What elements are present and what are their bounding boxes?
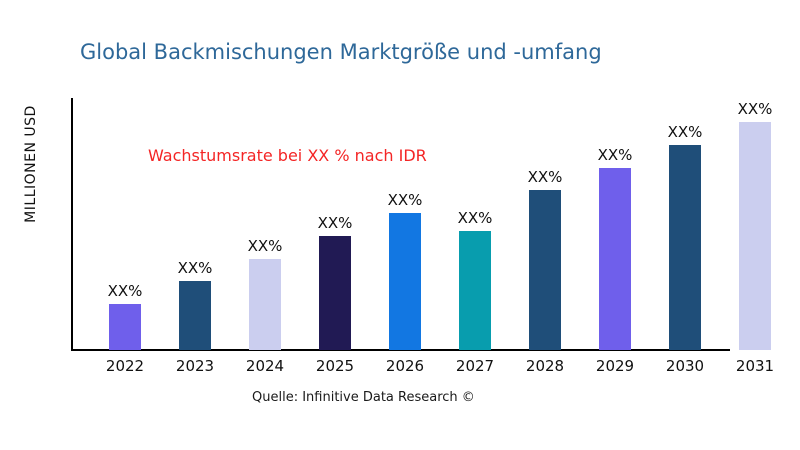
bar-2023	[179, 281, 211, 350]
bar-value-label-2025: XX%	[317, 214, 353, 232]
bar-value-label-2023: XX%	[177, 259, 213, 277]
x-tick-2026: 2026	[385, 357, 425, 375]
bar-value-label-2024: XX%	[247, 237, 283, 255]
bar-2024	[249, 259, 281, 350]
bar-value-label-2029: XX%	[597, 146, 633, 164]
bar-value-label-2027: XX%	[457, 209, 493, 227]
bar-value-label-2026: XX%	[387, 191, 423, 209]
x-tick-2030: 2030	[665, 357, 705, 375]
x-tick-2025: 2025	[315, 357, 355, 375]
bar-2031	[739, 122, 771, 350]
y-axis-line	[71, 98, 73, 351]
bar-2028	[529, 190, 561, 350]
chart-title: Global Backmischungen Marktgröße und -um…	[80, 40, 602, 64]
x-axis-line	[71, 349, 730, 351]
bar-value-label-2028: XX%	[527, 168, 563, 186]
x-tick-2031: 2031	[735, 357, 775, 375]
bar-value-label-2030: XX%	[667, 123, 703, 141]
bar-2029	[599, 168, 631, 350]
x-tick-2027: 2027	[455, 357, 495, 375]
y-axis-label: MILLIONEN USD	[23, 105, 39, 223]
bar-2022	[109, 304, 141, 350]
x-tick-2022: 2022	[105, 357, 145, 375]
growth-rate-annotation: Wachstumsrate bei XX % nach IDR	[148, 146, 427, 165]
bar-2030	[669, 145, 701, 350]
bar-value-label-2022: XX%	[107, 282, 143, 300]
bar-2026	[389, 213, 421, 350]
x-tick-2028: 2028	[525, 357, 565, 375]
x-tick-2023: 2023	[175, 357, 215, 375]
x-tick-2029: 2029	[595, 357, 635, 375]
bar-2025	[319, 236, 351, 350]
x-tick-2024: 2024	[245, 357, 285, 375]
bar-2027	[459, 231, 491, 350]
bar-value-label-2031: XX%	[737, 100, 773, 118]
source-caption: Quelle: Infinitive Data Research ©	[252, 390, 475, 405]
